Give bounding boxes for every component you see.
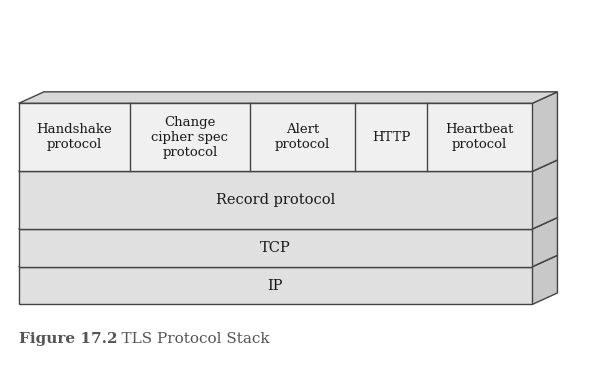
Polygon shape xyxy=(532,217,557,267)
Text: Figure 17.2: Figure 17.2 xyxy=(19,332,117,346)
Polygon shape xyxy=(19,160,557,171)
Text: Heartbeat
protocol: Heartbeat protocol xyxy=(445,123,514,151)
Polygon shape xyxy=(532,92,557,171)
Text: Alert
protocol: Alert protocol xyxy=(275,123,330,151)
Polygon shape xyxy=(532,160,557,229)
Text: Change
cipher spec
protocol: Change cipher spec protocol xyxy=(151,116,228,159)
Text: IP: IP xyxy=(268,279,283,293)
Bar xyxy=(19,229,532,267)
Polygon shape xyxy=(19,217,557,229)
Bar xyxy=(19,171,532,229)
Polygon shape xyxy=(19,255,557,267)
Text: HTTP: HTTP xyxy=(372,131,411,144)
Text: TLS Protocol Stack: TLS Protocol Stack xyxy=(102,332,269,346)
Polygon shape xyxy=(19,92,557,103)
Text: Record protocol: Record protocol xyxy=(216,193,335,207)
Polygon shape xyxy=(532,255,557,304)
Text: Handshake
protocol: Handshake protocol xyxy=(36,123,112,151)
Bar xyxy=(19,267,532,304)
Text: TCP: TCP xyxy=(260,241,291,255)
Bar xyxy=(19,103,532,171)
